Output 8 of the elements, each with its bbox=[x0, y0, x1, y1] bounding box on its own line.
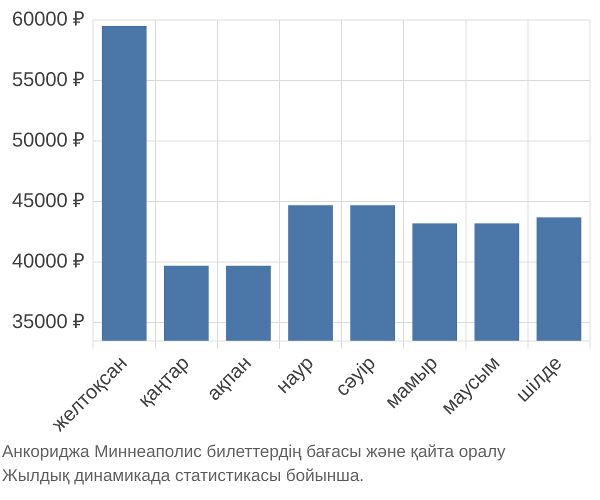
y-tick-label: 40000 ₽ bbox=[12, 250, 86, 273]
y-tick-label: 35000 ₽ bbox=[12, 311, 86, 334]
text: Анкориджа Миннеаполис билеттердің бағасы және қайта оралу bbox=[1, 441, 506, 463]
y-tick-label: 60000 ₽ bbox=[12, 8, 86, 31]
text: Жылдық динамикада статистикасы бойынша. bbox=[1, 465, 365, 487]
y-tick-label: 45000 ₽ bbox=[12, 190, 86, 212]
y-tick-label: 50000 ₽ bbox=[12, 130, 86, 152]
y-tick-label: 55000 ₽ bbox=[12, 69, 86, 92]
